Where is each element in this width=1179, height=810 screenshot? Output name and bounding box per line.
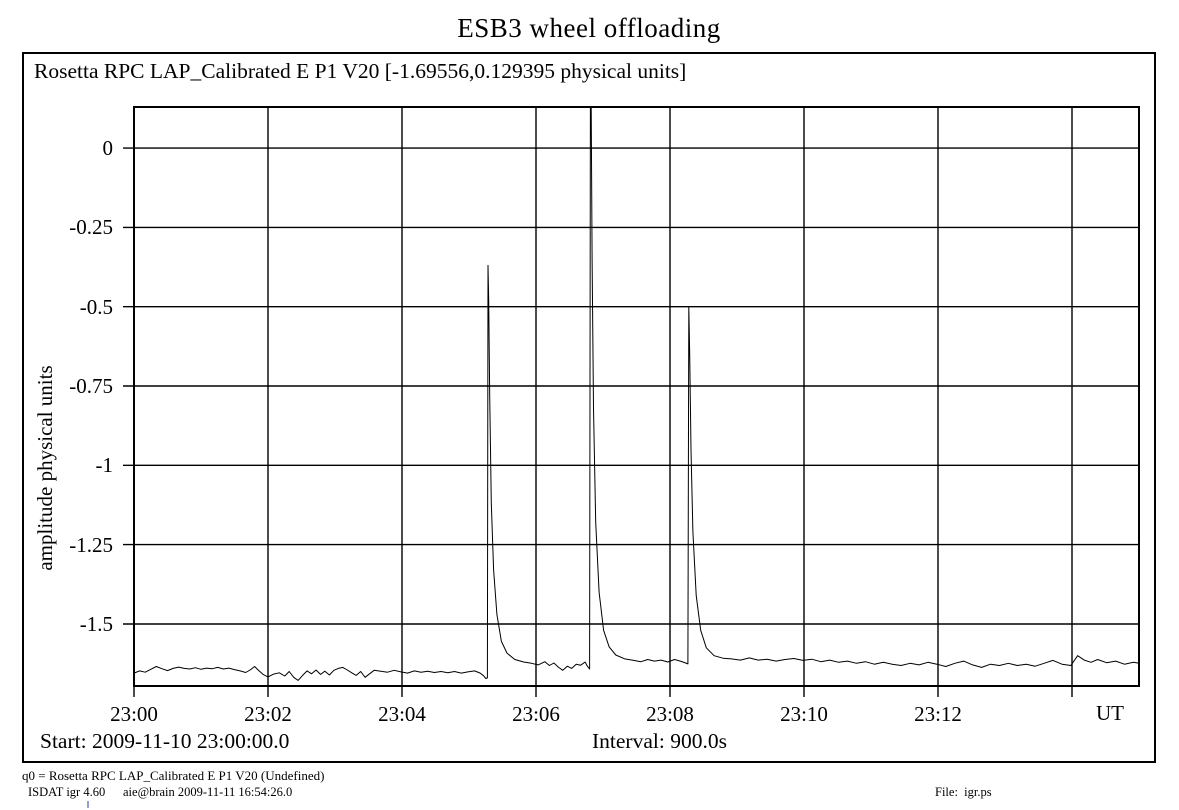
page-title: ESB3 wheel offloading [457,13,721,43]
x-tick-label: 23:04 [378,702,426,726]
cursor-artifact [87,801,89,808]
y-tick-label: -0.75 [69,374,113,398]
start-time-label: Start: 2009-11-10 23:00:00.0 [40,729,290,753]
footer-series-definition: q0 = Rosetta RPC LAP_Calibrated E P1 V20… [22,768,325,783]
footer-file-name: File: igr.ps [935,785,992,799]
y-tick-label: -0.25 [69,215,113,240]
y-tick-label: -1 [95,453,114,478]
x-axis-unit-label: UT [1096,701,1124,725]
plot-header-label: Rosetta RPC LAP_Calibrated E P1 V20 [-1.… [34,59,687,83]
y-axis-label: amplitude physical units [33,365,57,571]
y-tick-label: -1.25 [69,532,113,557]
x-tick-label: 23:06 [512,702,560,726]
data-series-line [133,106,1140,681]
x-tick-label: 23:00 [110,702,158,726]
y-tick-label: -1.5 [79,611,113,636]
x-tick-label: 23:10 [780,702,828,726]
x-tick-label: 23:08 [646,702,694,726]
footer-isdat-version: ISDAT igr 4.60 [28,785,106,799]
footer-user-timestamp: aie@brain 2009-11-11 16:54:26.0 [123,785,293,799]
y-tick-label: -0.5 [79,294,113,319]
y-tick-label: 0 [102,136,114,161]
figure-frame [22,52,1156,763]
interval-label: Interval: 900.0s [592,729,727,753]
x-tick-label: 23:12 [914,702,962,726]
x-tick-label: 23:02 [244,702,292,726]
plot-border [133,106,1140,687]
